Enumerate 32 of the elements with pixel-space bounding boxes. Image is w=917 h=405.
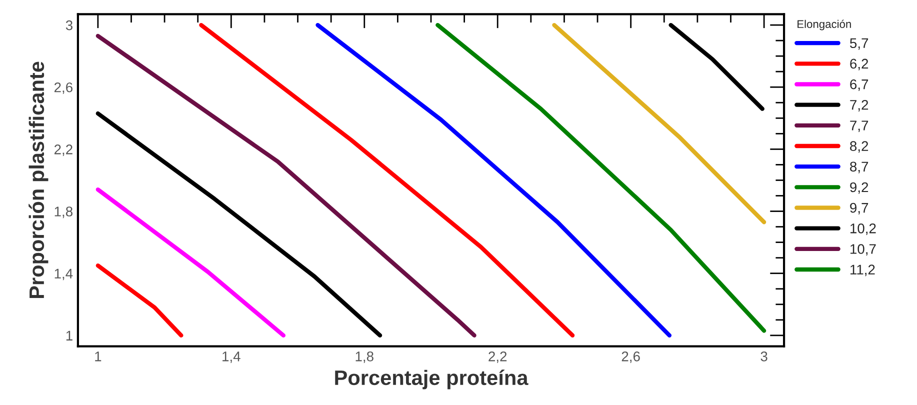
legend-label: 7,7 — [850, 120, 868, 132]
y-tick-label: 2,2 — [54, 144, 72, 156]
legend-label: 9,2 — [850, 182, 868, 194]
legend-label: 10,2 — [850, 223, 876, 235]
legend-label: 11,2 — [850, 264, 875, 276]
y-tick-label: 1,8 — [54, 206, 72, 218]
y-tick-label: 2,6 — [54, 82, 72, 94]
legend-title: Elongación — [798, 20, 851, 30]
legend-label: 8,7 — [850, 162, 868, 174]
x-tick-label: 2,2 — [488, 352, 507, 363]
legend-label: 6,7 — [850, 79, 868, 91]
x-tick-label: 1,8 — [356, 352, 374, 363]
x-tick-label: 1 — [95, 352, 102, 362]
y-tick-label: 3 — [66, 20, 72, 30]
legend-label: 8,2 — [850, 141, 868, 153]
legend-label: 9,7 — [850, 202, 868, 214]
line-series — [96, 34, 476, 338]
line-series — [436, 22, 766, 333]
legend-label: 7,2 — [850, 100, 868, 112]
x-tick-label: 3 — [760, 352, 768, 362]
line-series — [199, 22, 575, 338]
legend-label: 10,7 — [850, 244, 876, 256]
line-series — [316, 22, 672, 338]
x-tick-label: 2,6 — [622, 352, 640, 363]
legend-label: 6,2 — [850, 58, 868, 70]
legend-label: 5,7 — [850, 38, 868, 50]
y-axis-title: Proporción plastificante — [28, 62, 48, 298]
x-tick-label: 1,4 — [222, 352, 240, 363]
y-tick-label: 1 — [66, 330, 72, 340]
y-tick-label: 1,4 — [54, 268, 73, 280]
x-axis-title: Porcentaje proteína — [335, 370, 528, 390]
line-series — [96, 111, 382, 338]
